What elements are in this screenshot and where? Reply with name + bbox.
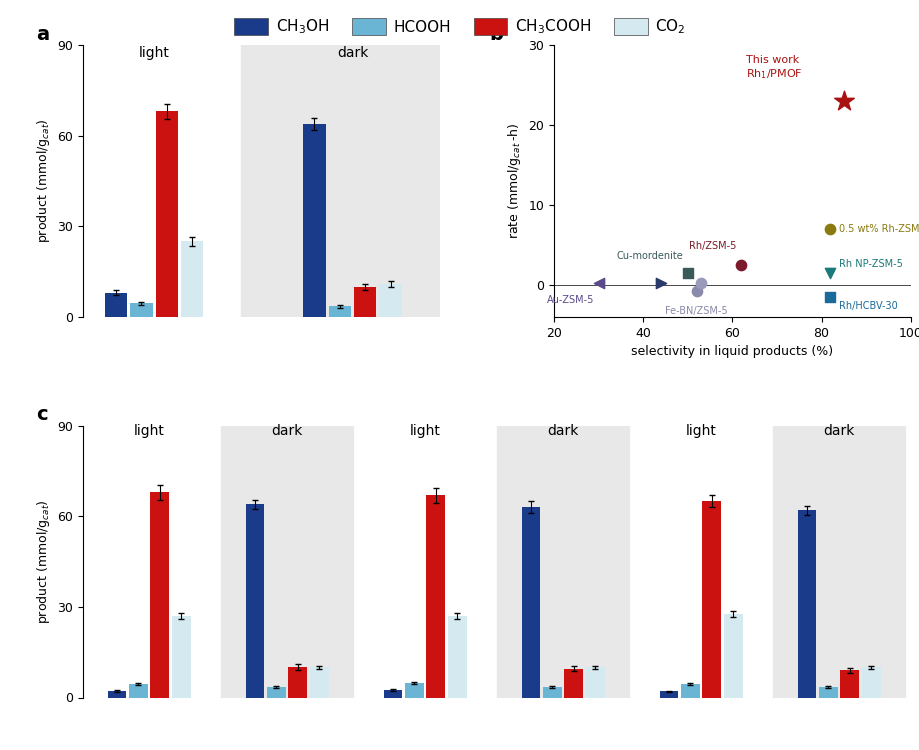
- Text: light: light: [133, 424, 165, 438]
- Text: a: a: [37, 25, 50, 44]
- Text: Au-ZSM-5: Au-ZSM-5: [546, 296, 594, 305]
- Bar: [155, 112, 178, 317]
- Point: [823, 223, 837, 235]
- Bar: [404, 683, 424, 698]
- Bar: [723, 614, 742, 698]
- Text: Rh/HCBV-30: Rh/HCBV-30: [838, 301, 897, 311]
- Bar: [245, 504, 264, 698]
- Bar: [354, 286, 376, 317]
- Point: [591, 278, 606, 290]
- Bar: [521, 507, 539, 698]
- Y-axis label: product (mmol/g$_{cat}$): product (mmol/g$_{cat}$): [35, 500, 51, 624]
- Point: [835, 95, 850, 107]
- Bar: [150, 492, 169, 698]
- X-axis label: selectivity in liquid products (%): selectivity in liquid products (%): [630, 345, 833, 358]
- Y-axis label: rate (mmol/g$_{cat}$ -h): rate (mmol/g$_{cat}$ -h): [505, 122, 522, 239]
- Bar: [680, 684, 699, 698]
- Bar: [221, 426, 353, 698]
- Bar: [129, 684, 148, 698]
- Text: This work
Rh$_1$/PMOF: This work Rh$_1$/PMOF: [745, 56, 801, 81]
- Bar: [267, 687, 286, 698]
- Text: light: light: [409, 424, 440, 438]
- Point: [652, 278, 667, 290]
- Bar: [659, 692, 677, 698]
- Bar: [108, 691, 126, 698]
- Bar: [288, 668, 307, 698]
- Text: dark: dark: [823, 424, 854, 438]
- Bar: [701, 501, 720, 698]
- Bar: [130, 303, 153, 317]
- Bar: [358, 426, 491, 698]
- Point: [688, 285, 703, 297]
- Text: 0.5 wt% Rh-ZSM-5: 0.5 wt% Rh-ZSM-5: [838, 224, 919, 234]
- Bar: [797, 510, 815, 698]
- Text: dark: dark: [547, 424, 578, 438]
- Bar: [310, 668, 328, 698]
- Point: [733, 259, 748, 271]
- Bar: [585, 668, 604, 698]
- Text: light: light: [685, 424, 716, 438]
- Bar: [241, 45, 439, 317]
- Point: [680, 267, 695, 279]
- Bar: [818, 687, 837, 698]
- Bar: [772, 426, 904, 698]
- Bar: [105, 292, 127, 317]
- Y-axis label: product (mmol/g$_{cat}$): product (mmol/g$_{cat}$): [35, 118, 51, 243]
- Legend: CH$_3$OH, HCOOH, CH$_3$COOH, CO$_2$: CH$_3$OH, HCOOH, CH$_3$COOH, CO$_2$: [228, 11, 691, 42]
- Point: [823, 291, 837, 303]
- Bar: [563, 669, 583, 698]
- Bar: [379, 284, 402, 317]
- Bar: [303, 124, 325, 317]
- Bar: [496, 426, 629, 698]
- Text: Rh/ZSM-5: Rh/ZSM-5: [688, 241, 736, 250]
- Bar: [83, 426, 215, 698]
- Text: b: b: [489, 25, 503, 44]
- Bar: [425, 495, 445, 698]
- Text: dark: dark: [336, 46, 368, 60]
- Text: Fe-BN/ZSM-5: Fe-BN/ZSM-5: [664, 306, 727, 316]
- Text: Cu-mordenite: Cu-mordenite: [616, 251, 683, 261]
- Bar: [634, 426, 766, 698]
- Point: [823, 267, 837, 279]
- Text: Rh NP-ZSM-5: Rh NP-ZSM-5: [838, 259, 902, 269]
- Point: [693, 278, 708, 290]
- Text: c: c: [37, 405, 48, 424]
- Bar: [328, 306, 350, 317]
- Bar: [542, 687, 562, 698]
- Bar: [861, 668, 879, 698]
- Text: light: light: [139, 46, 169, 60]
- Bar: [839, 670, 858, 698]
- Bar: [383, 690, 402, 698]
- Text: dark: dark: [271, 424, 302, 438]
- Bar: [181, 242, 203, 317]
- Bar: [448, 616, 466, 698]
- Bar: [172, 616, 190, 698]
